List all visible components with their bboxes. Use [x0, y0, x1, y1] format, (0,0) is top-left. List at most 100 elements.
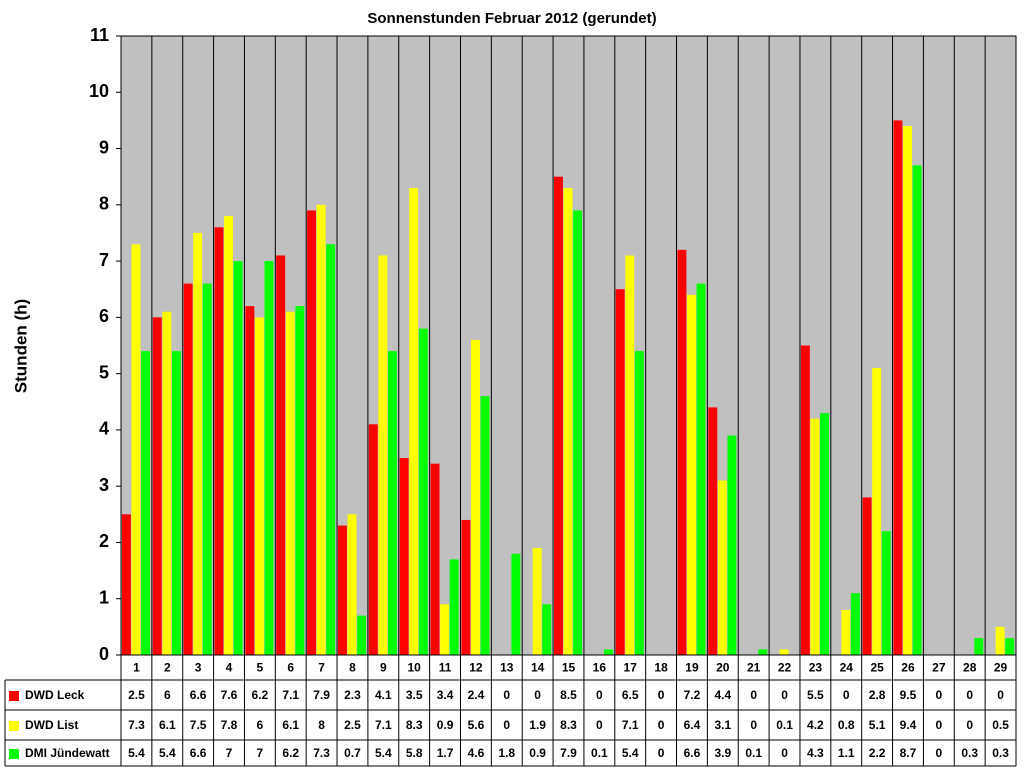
bar — [1005, 638, 1015, 655]
table-value: 7.2 — [684, 688, 701, 702]
table-value: 0 — [534, 688, 541, 702]
table-value: 0.1 — [745, 746, 762, 760]
bar — [800, 345, 810, 655]
table-value: 4.6 — [468, 746, 485, 760]
bar — [974, 638, 984, 655]
bar — [553, 176, 563, 655]
table-value: 0.9 — [529, 746, 546, 760]
bar — [912, 165, 922, 655]
table-value: 4.4 — [714, 688, 731, 702]
bar — [131, 244, 141, 655]
bar — [418, 328, 428, 655]
y-tick-label: 2 — [99, 531, 109, 551]
table-value: 1.9 — [529, 718, 546, 732]
x-tick-label: 12 — [469, 661, 483, 675]
table-value: 7.3 — [313, 746, 330, 760]
table-value: 1.7 — [437, 746, 454, 760]
bar — [440, 604, 450, 655]
table-value: 0.9 — [437, 718, 454, 732]
table-value: 5.4 — [128, 746, 145, 760]
table-value: 0 — [936, 718, 943, 732]
legend-label: DWD Leck — [25, 688, 85, 702]
legend-key — [9, 691, 19, 701]
bar — [121, 514, 131, 655]
bar — [696, 283, 706, 655]
bar — [687, 294, 696, 655]
x-tick-label: 11 — [439, 661, 452, 675]
table-value: 8.7 — [900, 746, 917, 760]
chart-title: Sonnenstunden Februar 2012 (gerundet) — [367, 10, 656, 27]
bar — [603, 649, 613, 655]
table-value: 8.3 — [560, 718, 577, 732]
table-value: 0 — [658, 688, 665, 702]
bar — [378, 255, 388, 656]
table-value: 5.8 — [406, 746, 423, 760]
bar — [727, 435, 737, 655]
bar — [202, 283, 212, 655]
table-value: 6.6 — [190, 746, 207, 760]
table-value: 0 — [658, 746, 665, 760]
table-value: 0 — [503, 688, 510, 702]
x-tick-label: 1 — [133, 661, 140, 675]
x-tick-label: 3 — [195, 661, 202, 675]
table-value: 0 — [596, 718, 603, 732]
x-tick-label: 6 — [287, 661, 294, 675]
legend-label: DWD List — [25, 718, 78, 732]
table-value: 7.6 — [221, 688, 238, 702]
bar — [995, 626, 1005, 655]
x-tick-label: 8 — [349, 661, 356, 675]
table-value: 7 — [226, 746, 233, 760]
bar — [214, 227, 224, 655]
table-value: 0 — [966, 718, 973, 732]
table-value: 5.1 — [869, 718, 886, 732]
table-value: 6.6 — [190, 688, 207, 702]
table-value: 3.5 — [406, 688, 423, 702]
bar — [224, 216, 234, 655]
x-tick-label: 24 — [840, 661, 854, 675]
x-tick-label: 16 — [593, 661, 607, 675]
table-value: 5.4 — [159, 746, 176, 760]
table-value: 2.5 — [128, 688, 145, 702]
y-tick-label: 6 — [99, 306, 109, 326]
table-value: 4.3 — [807, 746, 824, 760]
bar — [470, 339, 480, 655]
table-value: 7.1 — [622, 718, 639, 732]
bar — [511, 553, 521, 655]
y-tick-label: 3 — [99, 475, 109, 495]
bar — [881, 531, 891, 655]
bar — [532, 548, 542, 655]
bar — [357, 615, 367, 655]
x-tick-label: 9 — [380, 661, 387, 675]
x-tick-label: 22 — [778, 661, 792, 675]
table-value: 0 — [936, 688, 943, 702]
legend-key — [9, 749, 19, 759]
bar — [347, 514, 357, 655]
table-value: 3.9 — [714, 746, 731, 760]
bar — [276, 255, 286, 656]
bar — [677, 249, 687, 655]
table-value: 0 — [750, 718, 757, 732]
table-value: 4.1 — [375, 688, 392, 702]
y-tick-label: 11 — [90, 25, 109, 45]
bar — [141, 351, 151, 655]
bar — [461, 519, 471, 655]
x-tick-label: 15 — [562, 661, 576, 675]
x-tick-label: 29 — [994, 661, 1008, 675]
bar — [171, 351, 181, 655]
x-tick-label: 28 — [963, 661, 977, 675]
bar — [409, 187, 419, 655]
x-tick-label: 7 — [318, 661, 325, 675]
bar — [183, 283, 193, 655]
x-tick-label: 21 — [747, 661, 761, 675]
table-value: 6.6 — [684, 746, 701, 760]
bar — [758, 649, 768, 655]
table-value: 2.3 — [344, 688, 361, 702]
table-value: 0 — [596, 688, 603, 702]
table-value: 8.3 — [406, 718, 423, 732]
y-axis-label: Stunden (h) — [11, 299, 30, 393]
bar — [542, 604, 552, 655]
table-value: 0 — [750, 688, 757, 702]
table-value: 0 — [658, 718, 665, 732]
bar — [399, 458, 409, 655]
x-tick-label: 13 — [500, 661, 514, 675]
